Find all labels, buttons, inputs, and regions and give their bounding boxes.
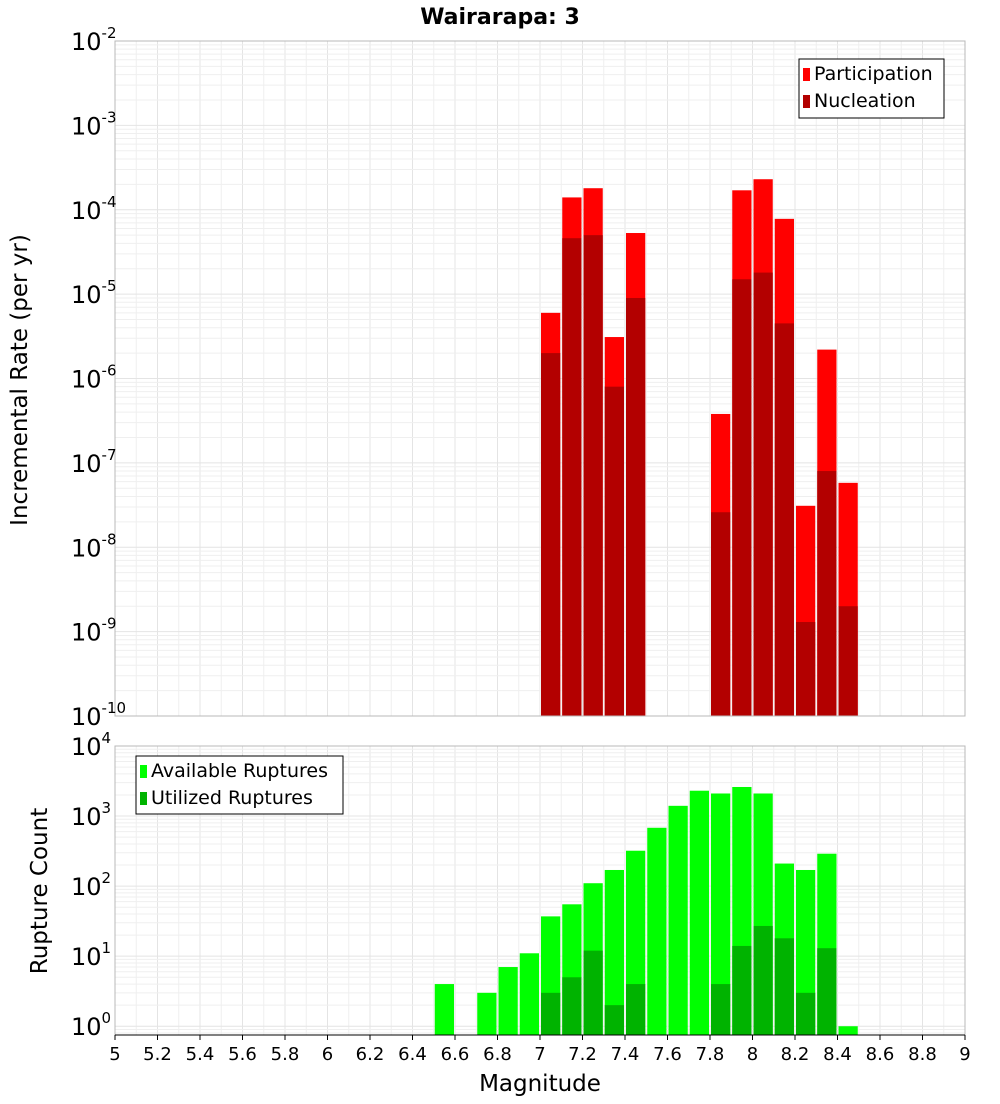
- y-tick-label: 101: [71, 939, 111, 971]
- y-tick-label: 10-8: [71, 530, 117, 562]
- x-tick-label: 5.8: [271, 1044, 300, 1065]
- x-tick-label: 7.6: [653, 1044, 682, 1065]
- bar: [732, 279, 752, 716]
- x-axis-label: Magnitude: [479, 1071, 601, 1097]
- bar: [498, 967, 518, 1035]
- legend-label: Nucleation: [814, 90, 916, 112]
- legend-swatch: [803, 95, 810, 108]
- bar: [583, 950, 603, 1035]
- x-tick-label: 7.2: [568, 1044, 597, 1065]
- bar: [519, 953, 539, 1035]
- legend-label: Available Ruptures: [151, 760, 328, 782]
- y-tick-label: 10-5: [71, 277, 117, 309]
- bar: [817, 948, 837, 1035]
- legend: Available Ruptures Utilized Ruptures: [135, 755, 344, 815]
- y-tick-labels: 10-10 10-9 10-8 10-7 10-6 10-5 10-4 10-3 10-2: [71, 24, 126, 731]
- bar: [562, 238, 582, 716]
- legend-frame: [798, 58, 945, 119]
- legend-label: Participation: [814, 63, 933, 85]
- chart-title: Wairarapa: 3: [420, 5, 580, 30]
- x-tick-labels: 5 5.2 5.4 5.6 5.8 6 6.2 6.4 6.6 6.8 7 7.2 7.4 7.6 7.8 8…: [109, 1034, 971, 1065]
- legend-frame: [135, 755, 344, 815]
- y-tick-label: 10-4: [71, 193, 117, 225]
- bar: [753, 272, 773, 716]
- bar: [796, 992, 816, 1035]
- bar: [583, 235, 603, 716]
- series-nucleation: [541, 235, 858, 716]
- top-y-axis-label: Incremental Rate (per yr): [7, 234, 33, 526]
- bar: [732, 945, 752, 1035]
- x-tick-label: 5: [109, 1044, 120, 1065]
- x-tick-label: 8.4: [823, 1044, 852, 1065]
- x-tick-label: 8: [747, 1044, 758, 1065]
- legend-swatch: [140, 765, 147, 778]
- top-rate-panel: 10-10 10-9 10-8 10-7 10-6 10-5 10-4 10-3 10-2 Par…: [71, 24, 966, 731]
- legend: Participation Nucleation: [798, 58, 945, 119]
- x-tick-label: 8.2: [781, 1044, 810, 1065]
- x-tick-label: 7.4: [611, 1044, 640, 1065]
- y-tick-label: 10-3: [71, 108, 117, 140]
- bottom-count-panel: 100 101 102 103 104 5 5.2 5.4 5.6 5.8 6 6.2 6.4 6.6 6.…: [71, 729, 971, 1065]
- x-tick-label: 8.6: [866, 1044, 895, 1065]
- bar: [689, 790, 709, 1035]
- bar: [604, 869, 624, 1035]
- x-tick-label: 7: [534, 1044, 545, 1065]
- bar: [774, 938, 794, 1035]
- bar: [604, 386, 624, 716]
- bar: [477, 992, 497, 1035]
- bar: [796, 622, 816, 716]
- bar: [626, 297, 646, 716]
- bar: [668, 805, 688, 1035]
- bar: [604, 1005, 624, 1035]
- bar: [817, 471, 837, 716]
- x-tick-label: 6.8: [483, 1044, 512, 1065]
- y-tick-label: 10-6: [71, 362, 117, 394]
- x-tick-label: 5.6: [228, 1044, 257, 1065]
- bar: [647, 827, 667, 1035]
- x-tick-label: 7.8: [696, 1044, 725, 1065]
- bar: [541, 992, 561, 1035]
- bar: [838, 606, 858, 716]
- x-tick-label: 5.2: [143, 1044, 172, 1065]
- bar: [541, 353, 561, 716]
- x-tick-label: 6.2: [356, 1044, 385, 1065]
- x-tick-label: 6: [322, 1044, 333, 1065]
- x-tick-label: 6.6: [441, 1044, 470, 1065]
- bottom-y-axis-label: Rupture Count: [27, 808, 53, 974]
- legend-swatch: [803, 68, 810, 81]
- y-tick-label: 10-10: [71, 699, 126, 731]
- legend-swatch: [140, 792, 147, 805]
- y-tick-label: 10-2: [71, 24, 117, 56]
- bar: [711, 984, 731, 1035]
- bar: [838, 1026, 858, 1035]
- y-tick-labels: 100 101 102 103 104: [71, 729, 111, 1041]
- x-tick-label: 6.4: [398, 1044, 427, 1065]
- y-tick-label: 103: [71, 799, 111, 831]
- y-tick-label: 100: [71, 1009, 111, 1041]
- series-utilized-ruptures: [541, 925, 837, 1035]
- y-tick-label: 102: [71, 869, 111, 901]
- bar: [774, 323, 794, 716]
- bar: [626, 984, 646, 1035]
- bar: [434, 984, 454, 1035]
- x-tick-label: 8.8: [908, 1044, 937, 1065]
- y-tick-label: 104: [71, 729, 111, 761]
- y-tick-label: 10-9: [71, 615, 117, 647]
- bar: [562, 977, 582, 1035]
- legend-label: Utilized Ruptures: [151, 787, 313, 809]
- bar: [711, 512, 731, 716]
- bar: [711, 793, 731, 1035]
- bar: [753, 925, 773, 1035]
- y-tick-label: 10-7: [71, 446, 117, 478]
- x-tick-label: 5.4: [186, 1044, 215, 1065]
- plot-border: [114, 40, 966, 717]
- x-tick-label: 9: [959, 1044, 970, 1065]
